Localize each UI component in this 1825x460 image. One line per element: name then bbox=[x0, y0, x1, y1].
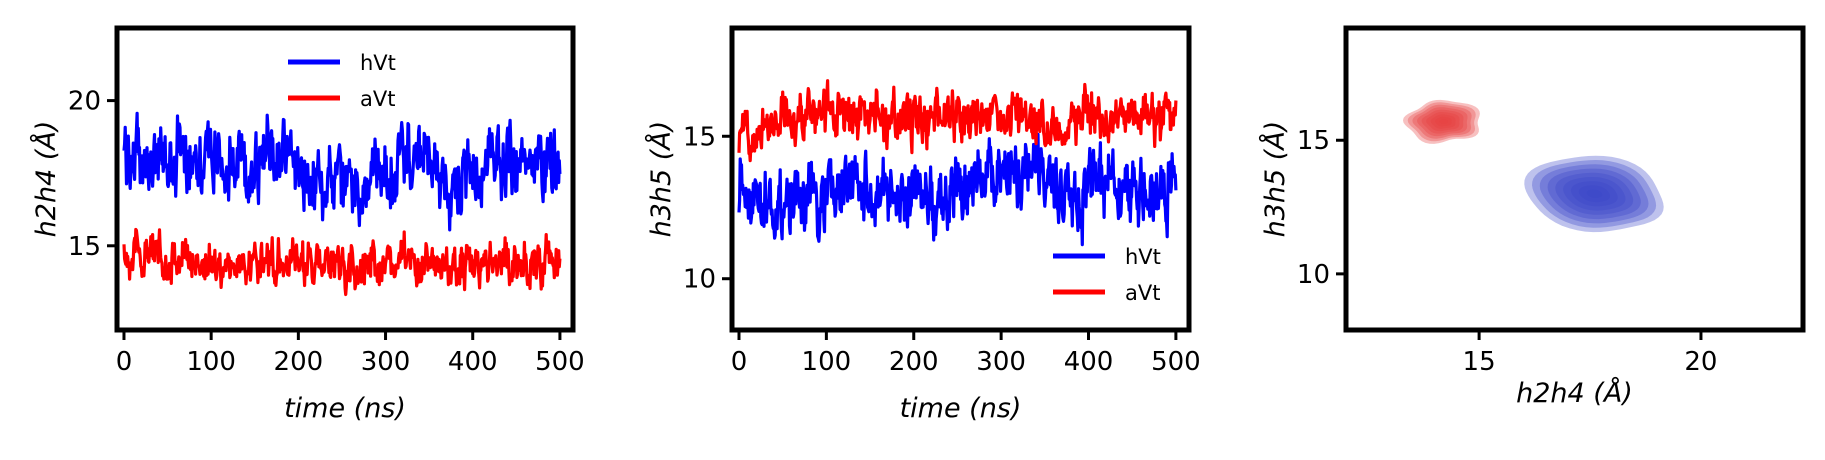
x-tick-label: 20 bbox=[1684, 347, 1717, 377]
plot-frame-1 bbox=[114, 25, 576, 333]
x-tick-0: 0 bbox=[731, 330, 748, 377]
density-hVt-level-1 bbox=[1524, 155, 1664, 233]
x-tick-200: 200 bbox=[889, 330, 939, 377]
x-axis-label: time (ns) bbox=[900, 393, 1022, 424]
legend-label-aVt: aVt bbox=[360, 87, 395, 111]
y-tick-label: 20 bbox=[68, 87, 101, 117]
x-tick-500: 500 bbox=[535, 330, 585, 377]
legend-label-aVt: aVt bbox=[1125, 281, 1160, 305]
density-hVt-level-8 bbox=[1578, 185, 1610, 203]
density-aVt-level-7 bbox=[1430, 114, 1456, 129]
density-hVt-level-3 bbox=[1539, 164, 1649, 224]
x-tick-label: 0 bbox=[731, 347, 748, 377]
series-aVt-line bbox=[737, 79, 1178, 163]
plot-frame-3 bbox=[1343, 25, 1806, 333]
x-tick-label: 200 bbox=[274, 347, 324, 377]
density-hVt-level-5 bbox=[1555, 172, 1634, 215]
x-tick-15: 15 bbox=[1463, 330, 1496, 377]
x-axis-label: h2h4 (Å) bbox=[1516, 377, 1633, 409]
x-tick-label: 15 bbox=[1463, 347, 1496, 377]
y-axis-label: h2h4 (Å) bbox=[30, 121, 62, 238]
y-tick-15: 15 bbox=[68, 232, 117, 262]
x-tick-300: 300 bbox=[976, 330, 1026, 377]
legend-panel-1: hVt aVt bbox=[288, 51, 396, 111]
density-layer bbox=[1403, 99, 1664, 233]
y-tick-20: 20 bbox=[68, 87, 117, 117]
x-tick-0: 0 bbox=[116, 330, 133, 377]
series-hVt-line bbox=[737, 132, 1178, 247]
x-tick-label: 500 bbox=[535, 347, 585, 377]
density-hVt-level-2 bbox=[1532, 160, 1657, 228]
density-hVt-level-7 bbox=[1570, 181, 1618, 207]
legend-panel-2: hVt aVt bbox=[1053, 245, 1161, 305]
x-tick-label: 200 bbox=[889, 347, 939, 377]
x-tick-label: 400 bbox=[1064, 347, 1114, 377]
x-tick-label: 500 bbox=[1151, 347, 1201, 377]
density-hVt-level-9 bbox=[1586, 189, 1603, 198]
legend-label-hVt: hVt bbox=[1125, 245, 1161, 269]
y-tick-10: 10 bbox=[1297, 260, 1346, 290]
y-tick-label: 15 bbox=[1297, 126, 1330, 156]
y-axis-label: h3h5 (Å) bbox=[645, 121, 677, 238]
x-tick-label: 100 bbox=[802, 347, 852, 377]
density-aVt-level-5 bbox=[1421, 109, 1464, 134]
density-aVt-level-9 bbox=[1439, 119, 1448, 124]
x-tick-label: 0 bbox=[116, 347, 133, 377]
x-tick-label: 300 bbox=[361, 347, 411, 377]
density-aVt-level-1 bbox=[1403, 99, 1480, 144]
density-hVt-level-4 bbox=[1547, 168, 1641, 220]
x-tick-500: 500 bbox=[1151, 330, 1201, 377]
y-tick-15: 15 bbox=[683, 122, 732, 152]
y-tick-label: 10 bbox=[683, 265, 716, 295]
y-tick-10: 10 bbox=[683, 265, 732, 295]
series-aVt-line bbox=[122, 227, 562, 297]
x-tick-100: 100 bbox=[186, 330, 236, 377]
y-tick-label: 15 bbox=[683, 122, 716, 152]
y-axis-label: h3h5 (Å) bbox=[1259, 121, 1291, 238]
density-aVt-level-3 bbox=[1412, 104, 1472, 139]
x-tick-label: 100 bbox=[186, 347, 236, 377]
density-aVt-level-8 bbox=[1435, 116, 1452, 127]
y-tick-label: 15 bbox=[68, 232, 101, 262]
x-tick-300: 300 bbox=[361, 330, 411, 377]
x-axis-label: time (ns) bbox=[284, 393, 406, 424]
density-aVt-level-2 bbox=[1407, 102, 1476, 142]
x-tick-400: 400 bbox=[448, 330, 498, 377]
series-hVt-line bbox=[122, 111, 562, 232]
x-tick-20: 20 bbox=[1684, 330, 1717, 377]
plot-frame-2 bbox=[729, 25, 1192, 333]
axes-panel-1: 0 100 200 300 400 500 15 20 time (ns) h2h4 (Å) bbox=[30, 87, 585, 424]
x-tick-label: 400 bbox=[448, 347, 498, 377]
y-tick-label: 10 bbox=[1297, 260, 1330, 290]
density-hVt-level-6 bbox=[1563, 177, 1626, 211]
x-tick-label: 300 bbox=[976, 347, 1026, 377]
density-aVt-level-4 bbox=[1417, 107, 1468, 137]
x-tick-400: 400 bbox=[1064, 330, 1114, 377]
y-tick-15: 15 bbox=[1297, 126, 1346, 156]
x-tick-100: 100 bbox=[802, 330, 852, 377]
x-tick-200: 200 bbox=[274, 330, 324, 377]
legend-label-hVt: hVt bbox=[360, 51, 396, 75]
axes-panel-2: 0 100 200 300 400 500 10 15 time (ns) h3h5 (Å) bbox=[645, 121, 1201, 424]
axes-panel-3: 15 20 10 15 h2h4 (Å) h3h5 (Å) bbox=[1259, 121, 1717, 409]
density-aVt-level-6 bbox=[1426, 112, 1460, 132]
